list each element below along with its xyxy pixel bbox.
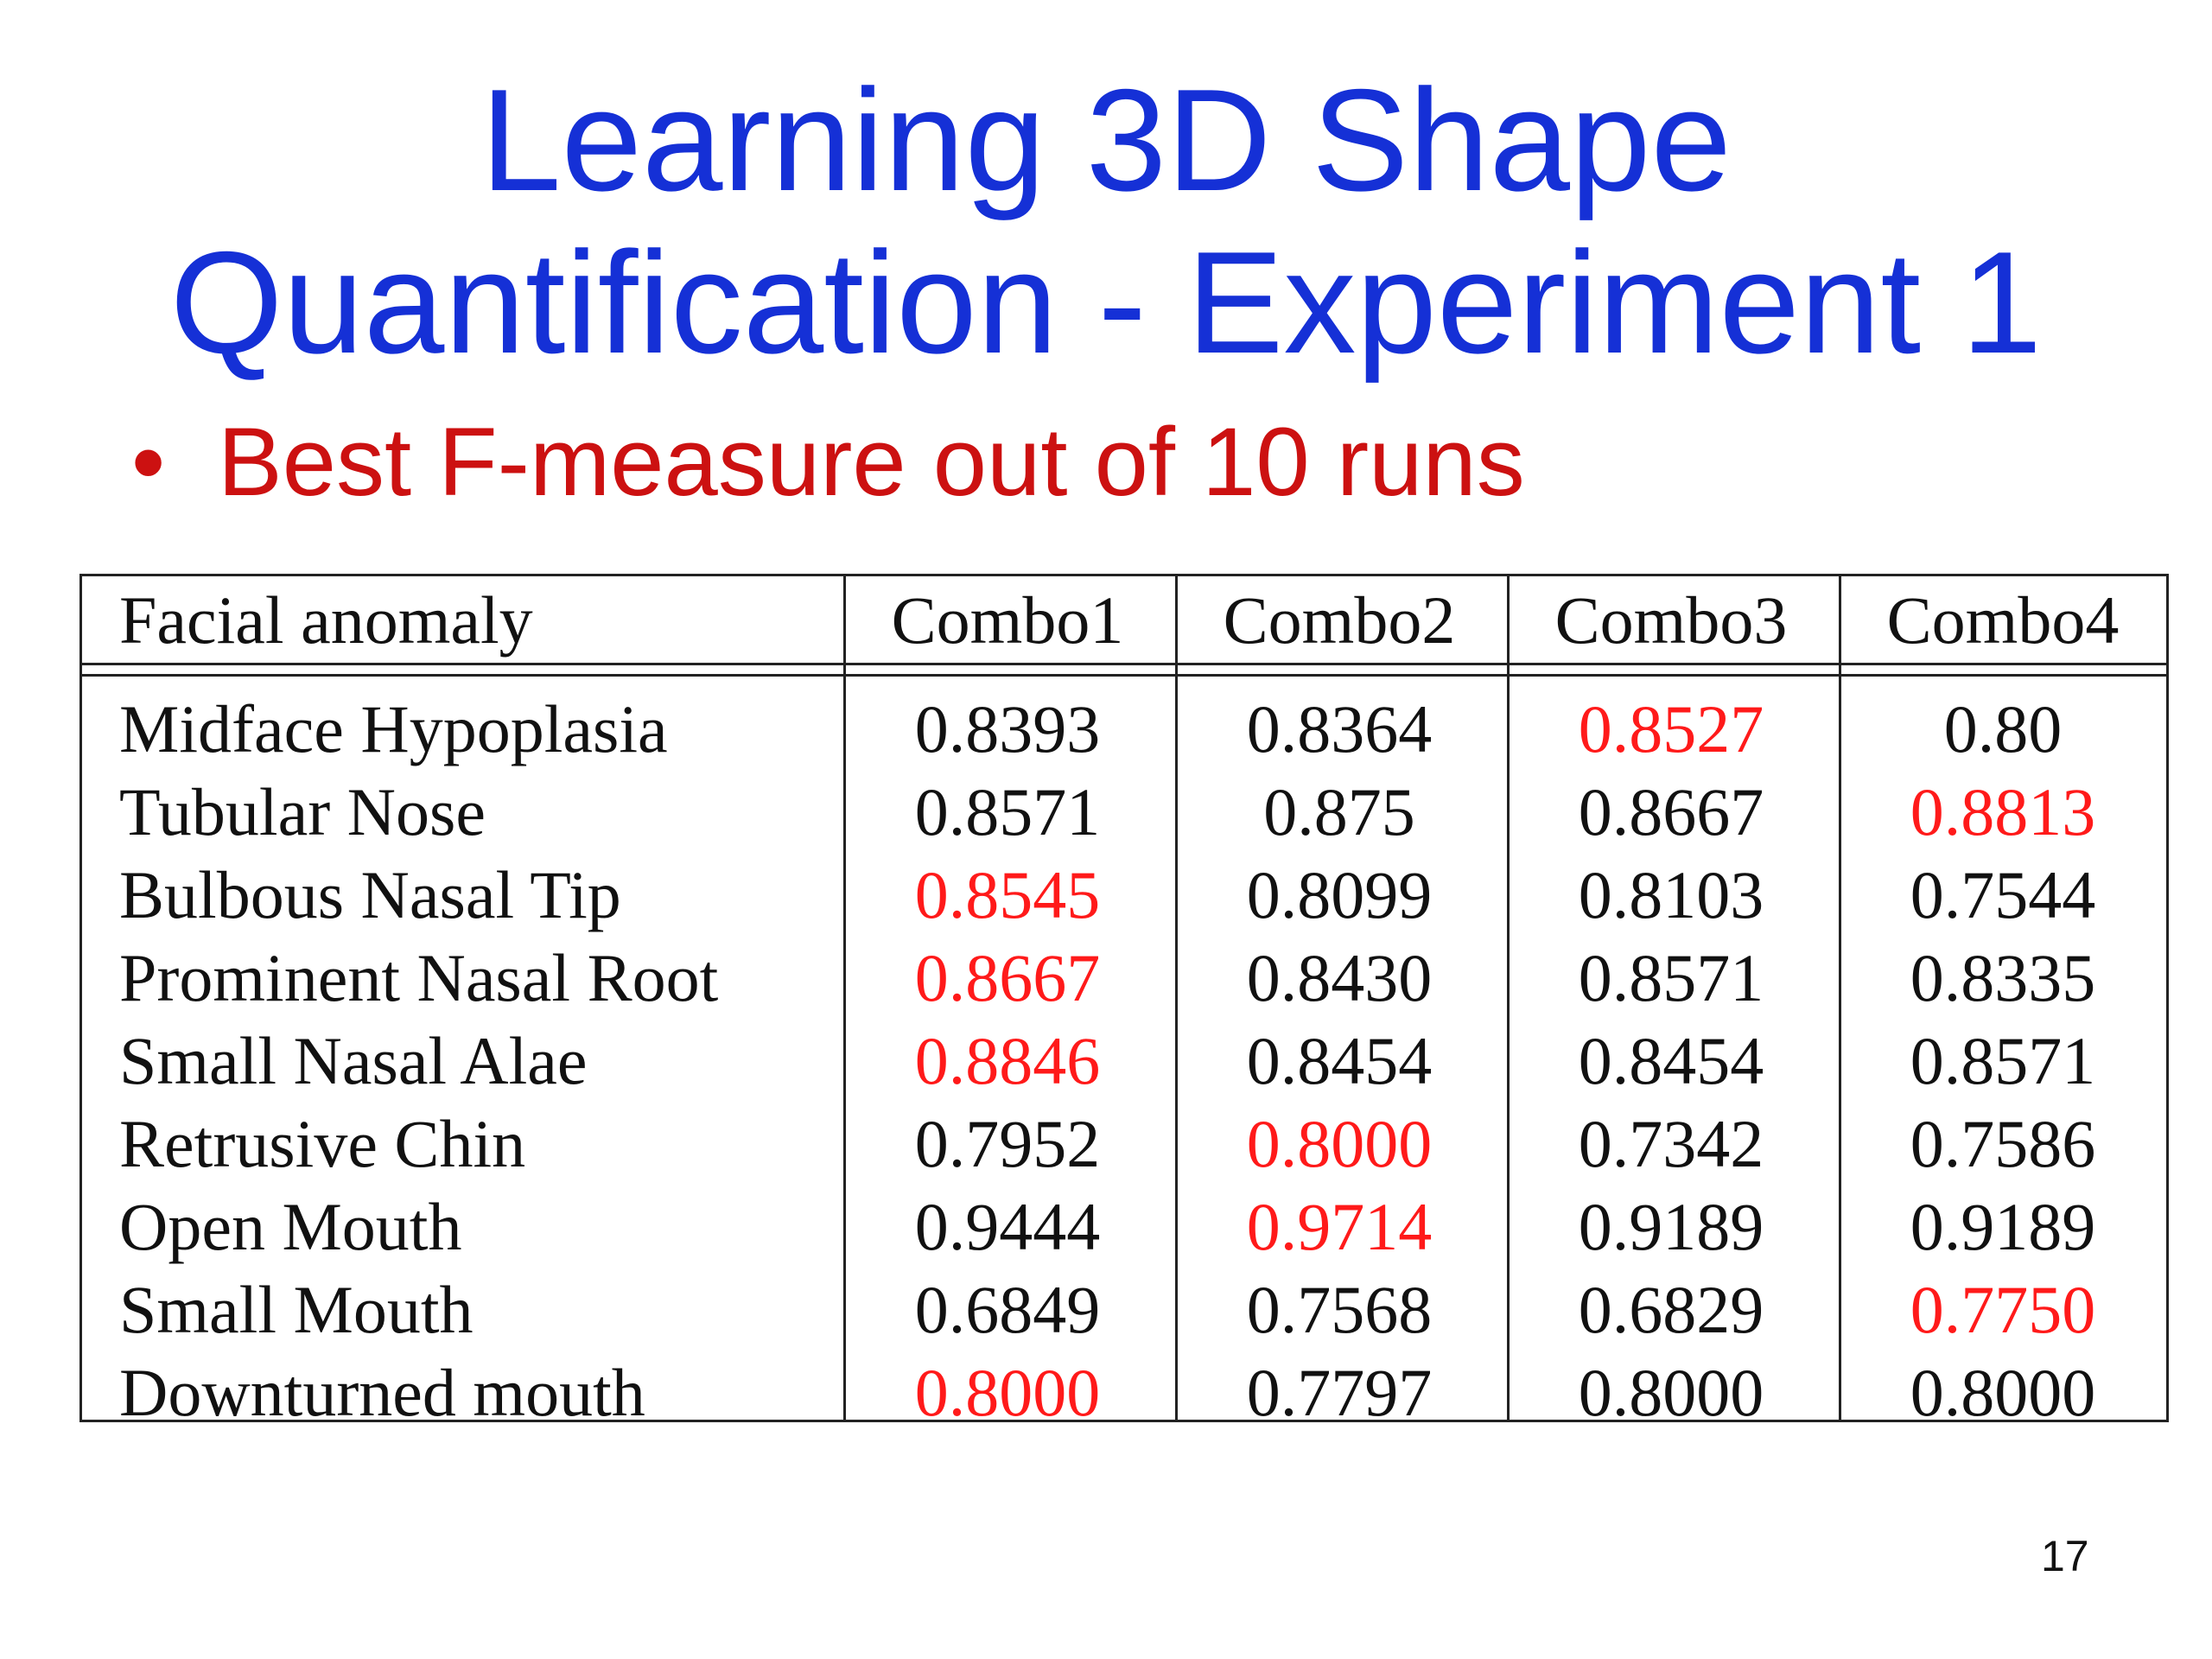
value-cell: 0.7544 (1910, 857, 2096, 932)
bullet-icon: • (131, 408, 166, 516)
results-table: Facial anomaly Combo1 Combo2 Combo3 Comb… (79, 574, 2169, 1430)
row-label: Small Mouth (119, 1272, 474, 1347)
best-value-cell: 0.8000 (1246, 1106, 1433, 1181)
row-label: Small Nasal Alae (119, 1023, 588, 1098)
column-rule (1175, 574, 1178, 1422)
value-cell: 0.8571 (914, 774, 1101, 849)
table-row: Tubular Nose 0.8571 0.875 0.8667 0.8813 (79, 771, 2169, 854)
header-bottom-rule (79, 663, 2169, 665)
value-cell: 0.8393 (914, 691, 1101, 766)
value-cell: 0.8571 (1910, 1023, 2096, 1098)
table-row: Retrusive Chin 0.7952 0.8000 0.7342 0.7586 (79, 1103, 2169, 1185)
row-label: Bulbous Nasal Tip (119, 857, 621, 932)
value-cell: 0.7952 (914, 1106, 1101, 1181)
value-cell: 0.8364 (1246, 691, 1433, 766)
header-combo1: Combo1 (891, 582, 1124, 658)
column-rule (843, 574, 846, 1422)
row-label: Midface Hypoplasia (119, 691, 668, 766)
value-cell: 0.8000 (1578, 1355, 1764, 1430)
row-label: Open Mouth (119, 1189, 462, 1264)
column-rule (1839, 574, 1841, 1422)
value-cell: 0.6849 (914, 1272, 1101, 1347)
value-cell: 0.8667 (1578, 774, 1764, 849)
value-cell: 0.8099 (1246, 857, 1433, 932)
slide-title: Learning 3D Shape Quantification - Exper… (0, 59, 2212, 384)
value-cell: 0.9444 (914, 1189, 1101, 1264)
slide-title-line-2: Quantification - Experiment 1 (169, 221, 2043, 384)
bullet-text: Best F-measure out of 10 runs (218, 408, 1525, 516)
value-cell: 0.8335 (1910, 940, 2096, 1015)
value-cell: 0.9189 (1578, 1189, 1764, 1264)
table-row: Open Mouth 0.9444 0.9714 0.9189 0.9189 (79, 1185, 2169, 1268)
table-row: Small Nasal Alae 0.8846 0.8454 0.8454 0.8571 (79, 1020, 2169, 1103)
best-value-cell: 0.8813 (1910, 774, 2096, 849)
header-combo2: Combo2 (1223, 582, 1456, 658)
best-value-cell: 0.8545 (914, 857, 1101, 932)
table-bottom-rule (79, 1420, 2169, 1422)
header-combo4: Combo4 (1886, 582, 2120, 658)
slide-title-line-1: Learning 3D Shape (480, 59, 1732, 221)
table-right-rule (2166, 574, 2169, 1422)
table-row: Prominent Nasal Root 0.8667 0.8430 0.8571 0.… (79, 937, 2169, 1020)
best-value-cell: 0.9714 (1246, 1189, 1433, 1264)
value-cell: 0.80 (1943, 691, 2063, 766)
table-left-rule (79, 574, 82, 1422)
row-label: Prominent Nasal Root (119, 940, 719, 1015)
table-row: Small Mouth 0.6849 0.7568 0.6829 0.7750 (79, 1268, 2169, 1351)
table-header-row: Facial anomaly Combo1 Combo2 Combo3 Comb… (79, 579, 2169, 662)
value-cell: 0.8454 (1246, 1023, 1433, 1098)
best-value-cell: 0.7750 (1910, 1272, 2096, 1347)
header-facial-anomaly: Facial anomaly (119, 582, 533, 658)
value-cell: 0.8430 (1246, 940, 1433, 1015)
value-cell: 0.6829 (1578, 1272, 1764, 1347)
row-label: Tubular Nose (119, 774, 486, 849)
value-cell: 0.7797 (1246, 1355, 1433, 1430)
best-value-cell: 0.8527 (1578, 691, 1764, 766)
table-top-rule (79, 574, 2169, 576)
header-combo3: Combo3 (1554, 582, 1788, 658)
best-value-cell: 0.8667 (914, 940, 1101, 1015)
value-cell: 0.7342 (1578, 1106, 1764, 1181)
value-cell: 0.8454 (1578, 1023, 1764, 1098)
page-number: 17 (2041, 1532, 2089, 1580)
row-label: Retrusive Chin (119, 1106, 526, 1181)
table-row: Midface Hypoplasia 0.8393 0.8364 0.8527 0.80 (79, 688, 2169, 771)
best-value-cell: 0.8846 (914, 1023, 1101, 1098)
table-row: Bulbous Nasal Tip 0.8545 0.8099 0.8103 0.754… (79, 854, 2169, 937)
column-rule (1507, 574, 1510, 1422)
value-cell: 0.8103 (1578, 857, 1764, 932)
value-cell: 0.8000 (1910, 1355, 2096, 1430)
body-top-rule (79, 674, 2169, 677)
row-label: Downturned mouth (119, 1355, 645, 1430)
table-row: Downturned mouth 0.8000 0.7797 0.8000 0.8000 (79, 1351, 2169, 1434)
value-cell: 0.875 (1263, 774, 1415, 849)
bullet-point: • Best F-measure out of 10 runs (131, 406, 1525, 518)
best-value-cell: 0.8000 (914, 1355, 1101, 1430)
value-cell: 0.8571 (1578, 940, 1764, 1015)
value-cell: 0.7586 (1910, 1106, 2096, 1181)
value-cell: 0.7568 (1246, 1272, 1433, 1347)
value-cell: 0.9189 (1910, 1189, 2096, 1264)
